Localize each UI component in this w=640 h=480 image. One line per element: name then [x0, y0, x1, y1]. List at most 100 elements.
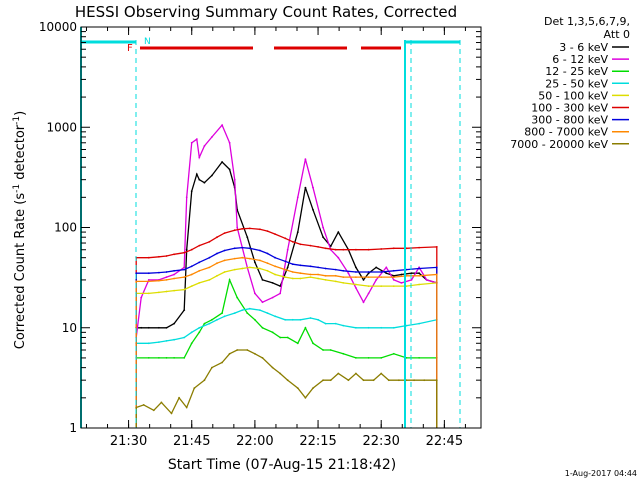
series-point	[233, 312, 236, 314]
series-point	[147, 256, 150, 259]
series-point	[418, 283, 420, 286]
series-point	[423, 379, 426, 382]
series-point	[355, 287, 357, 289]
y-axis-label-mid: detector	[13, 124, 28, 184]
series-point	[259, 249, 261, 252]
series-point	[380, 285, 383, 287]
series-point	[375, 266, 378, 269]
series-point	[248, 257, 251, 260]
series-point	[400, 282, 403, 284]
series-point	[198, 244, 201, 247]
y-axis-label-main: Corrected Count Rate (s	[13, 193, 28, 350]
series-point	[259, 309, 261, 311]
series-point	[221, 161, 224, 163]
series-point	[418, 322, 420, 325]
x-tick-label: 22:45	[426, 434, 463, 449]
series-point	[405, 324, 408, 327]
series-point	[324, 279, 327, 281]
series-point	[418, 274, 420, 277]
series-point	[135, 280, 138, 283]
series-point	[380, 276, 383, 278]
series-point	[183, 357, 186, 359]
series-point	[190, 248, 193, 251]
series-point	[259, 267, 261, 270]
series-point	[216, 236, 218, 239]
series-point	[342, 324, 345, 327]
series-point	[190, 190, 193, 193]
series-point	[342, 269, 345, 272]
series-point	[299, 318, 302, 321]
series-point	[165, 357, 168, 359]
series-point	[198, 282, 201, 284]
axes: 1 10 100 1000 10000 21:30 21:45 22:00 22:15 22:30…	[39, 20, 482, 449]
series-point	[392, 269, 395, 272]
series-point	[299, 243, 302, 246]
series-point	[286, 336, 289, 339]
series-point	[248, 266, 251, 269]
series-point	[367, 357, 370, 359]
series-point	[241, 246, 244, 249]
series-point	[274, 265, 276, 268]
series-point	[211, 174, 213, 177]
series-point	[183, 276, 186, 278]
series-point	[193, 387, 196, 389]
series-point	[296, 196, 299, 199]
series-point	[216, 252, 218, 255]
series-point	[410, 279, 413, 281]
series-point	[190, 273, 193, 276]
series-point	[190, 265, 193, 268]
series-point	[380, 372, 383, 375]
series-point	[185, 196, 188, 199]
series-point	[158, 357, 160, 359]
series-point	[158, 255, 160, 258]
series-point	[216, 274, 218, 277]
series-point	[355, 357, 357, 359]
series-1	[135, 123, 438, 428]
series-point	[165, 279, 168, 281]
legend-entry-label: 7000 - 20000 keV	[510, 138, 608, 151]
series-point	[334, 280, 337, 283]
series-point	[284, 276, 287, 278]
series-point	[140, 326, 143, 329]
series-point	[405, 268, 408, 271]
series-point	[322, 236, 324, 239]
flare-flag-label: F	[127, 43, 133, 54]
series-point	[291, 263, 294, 266]
series-point	[296, 342, 299, 345]
legend-entry-label: 3 - 6 keV	[559, 41, 608, 54]
legend-entry-label: 12 - 25 keV	[545, 65, 608, 78]
series-point	[284, 318, 287, 321]
series-point	[147, 280, 150, 283]
series-point	[309, 244, 312, 247]
y-axis-label-end: )	[13, 111, 28, 116]
series-point	[385, 266, 388, 269]
series-point	[392, 276, 395, 278]
series-point	[380, 271, 383, 273]
series-point	[254, 292, 256, 295]
series-line	[135, 161, 438, 428]
series-point	[309, 317, 312, 319]
series-point	[375, 279, 378, 281]
series-line	[135, 227, 438, 428]
series-point	[203, 322, 206, 325]
series-point	[347, 379, 350, 382]
series-point	[170, 412, 173, 415]
y-axis-label-exp2: -1	[12, 116, 22, 125]
series-point	[418, 267, 420, 270]
series-line	[135, 349, 438, 428]
series-point	[317, 277, 319, 280]
series-point	[324, 274, 327, 277]
legend-entry-label: 25 - 50 keV	[545, 77, 608, 90]
x-tick-label: 21:45	[173, 434, 210, 449]
series-point	[241, 227, 244, 230]
series-point	[223, 259, 226, 262]
series-point	[254, 352, 256, 355]
series-point	[203, 379, 206, 382]
series-line	[135, 246, 438, 428]
series-point	[183, 309, 186, 311]
series-point	[158, 271, 160, 274]
series-point	[221, 312, 224, 314]
series-point	[261, 301, 264, 304]
legend-header-detectors: Det 1,3,5,6,7,9,	[544, 15, 630, 28]
